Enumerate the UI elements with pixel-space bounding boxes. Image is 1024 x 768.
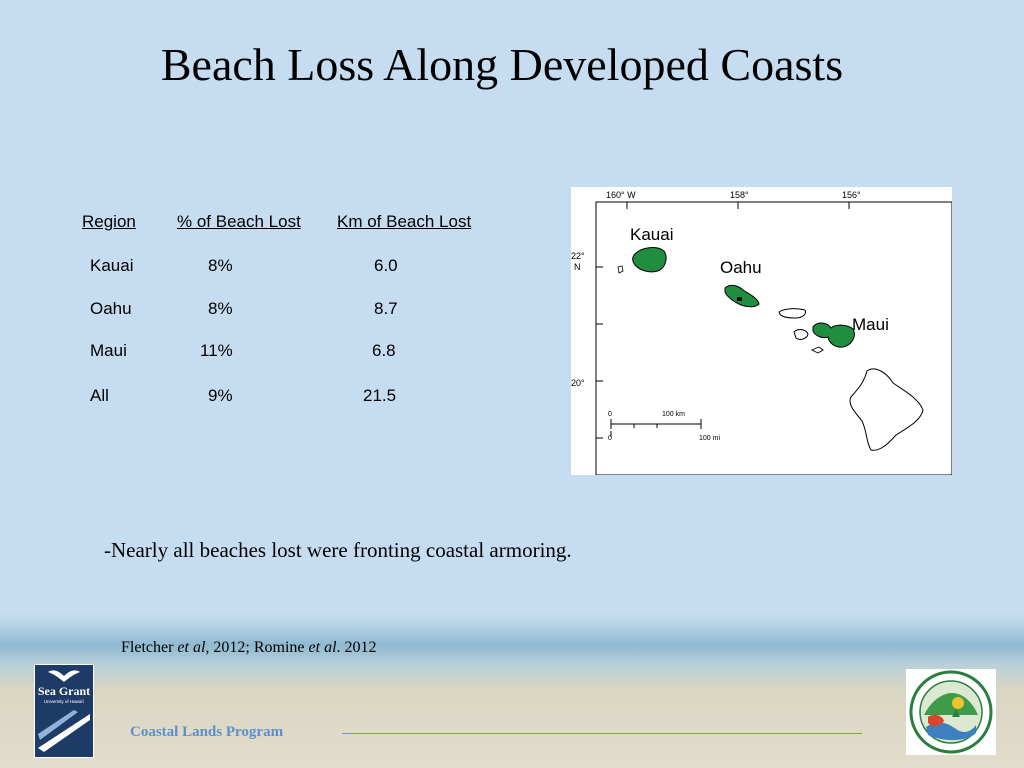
header-region: Region <box>82 212 136 231</box>
header-km-lost: Km of Beach Lost <box>337 212 472 231</box>
sail-icon <box>38 710 78 740</box>
map-svg: 160° W 158° 156° 22° N 20° Kauai Oahu Ma… <box>571 190 952 475</box>
cell-region: Oahu <box>90 299 132 318</box>
slide-title: Beach Loss Along Developed Coasts <box>160 39 844 90</box>
program-name: Coastal Lands Program <box>130 724 284 740</box>
citation-part: . 2012 <box>336 639 377 656</box>
cell-km: 21.5 <box>363 386 397 405</box>
dlnr-seal-logo <box>906 669 996 755</box>
scale-mi-label: 100 mi <box>699 435 720 442</box>
cell-percent: 8% <box>208 299 233 318</box>
logo-subtext: University of Hawai'i <box>44 699 84 704</box>
lat-label: N <box>574 262 581 272</box>
cell-km: 6.8 <box>372 341 396 360</box>
fish-icon <box>928 714 944 726</box>
footer-divider <box>342 733 862 734</box>
island-label-kauai: Kauai <box>630 225 673 244</box>
map-frame <box>595 201 952 475</box>
scale-km-label: 100 km <box>662 411 685 418</box>
niihau-island <box>617 265 624 274</box>
header-percent-lost: % of Beach Lost <box>177 212 301 231</box>
kauai-island <box>632 247 667 273</box>
citation-italic: et al <box>177 639 206 656</box>
oahu-island <box>724 284 760 308</box>
lon-label: 158° <box>730 190 749 200</box>
lon-label: 156° <box>842 190 861 200</box>
scale-km-label: 0 <box>608 411 612 418</box>
kahoolawe-island <box>810 346 824 354</box>
scale-bar-km <box>610 419 702 429</box>
lat-label: 20° <box>571 378 585 388</box>
cell-region: Kauai <box>90 256 134 275</box>
wave-icon <box>38 714 90 752</box>
citation-part: , 2012; Romine <box>205 639 309 656</box>
cell-km: 8.7 <box>374 299 398 318</box>
slide-note: -Nearly all beaches lost were fronting c… <box>104 538 572 562</box>
cell-region: All <box>90 386 109 405</box>
logo-text: Sea Grant <box>38 684 90 698</box>
cell-percent: 11% <box>200 341 233 360</box>
sea-grant-logo: Sea Grant University of Hawai'i <box>34 664 94 758</box>
island-label-maui: Maui <box>852 315 889 334</box>
cell-percent: 8% <box>208 256 233 275</box>
plant-icon <box>952 709 960 717</box>
island-label-oahu: Oahu <box>720 258 762 277</box>
mountain-icon <box>924 693 978 715</box>
scale-mi-label: 0 <box>608 435 612 442</box>
map-ticks <box>596 202 850 439</box>
cell-region: Maui <box>90 341 127 360</box>
citation-part: Fletcher <box>121 639 178 656</box>
citation: Fletcher et al, 2012; Romine et al. 2012 <box>121 639 377 657</box>
bird-icon <box>48 670 80 682</box>
big-island <box>849 368 924 451</box>
water-icon <box>926 722 976 741</box>
citation-italic: et al <box>308 639 337 656</box>
cell-percent: 9% <box>208 386 233 405</box>
lanai-island <box>793 329 809 340</box>
lat-label: 22° <box>571 251 585 261</box>
molokai-island <box>778 308 806 319</box>
hawaii-islands-map: 160° W 158° 156° 22° N 20° Kauai Oahu Ma… <box>571 187 952 475</box>
cell-km: 6.0 <box>374 256 398 275</box>
sun-icon <box>952 697 964 709</box>
honolulu-marker <box>737 297 742 301</box>
maui-island <box>812 322 855 348</box>
lon-label: 160° W <box>606 190 636 200</box>
